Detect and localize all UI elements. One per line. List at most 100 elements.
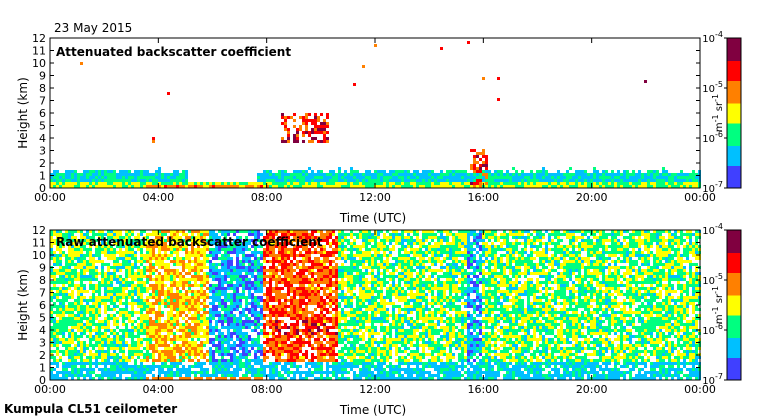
heatmap-cell [686, 179, 689, 182]
heatmap-cell [500, 179, 503, 182]
heatmap-cell [218, 365, 221, 368]
heatmap-cell [302, 302, 305, 305]
colorbar-step [727, 165, 741, 169]
heatmap-cell [179, 329, 182, 332]
heatmap-cell [272, 260, 275, 263]
heatmap-cell [80, 353, 83, 356]
heatmap-cell [275, 173, 278, 176]
heatmap-cell [104, 296, 107, 299]
heatmap-cell [284, 332, 287, 335]
heatmap-cell [50, 356, 53, 359]
heatmap-cell [647, 182, 650, 185]
heatmap-cell [65, 377, 68, 380]
heatmap-cell [227, 326, 230, 329]
heatmap-cell [125, 242, 128, 245]
heatmap-cell [107, 350, 110, 353]
heatmap-cell [86, 305, 89, 308]
heatmap-cell [227, 320, 230, 323]
heatmap-cell [164, 296, 167, 299]
heatmap-cell [308, 299, 311, 302]
heatmap-cell [131, 365, 134, 368]
heatmap-cell [230, 266, 233, 269]
heatmap-cell [77, 248, 80, 251]
heatmap-cell [629, 173, 632, 176]
heatmap-cell [185, 182, 188, 185]
heatmap-cell [161, 290, 164, 293]
heatmap-cell [656, 173, 659, 176]
heatmap-cell [212, 287, 215, 290]
heatmap-cell [221, 365, 224, 368]
heatmap-cell [92, 236, 95, 239]
heatmap-cell [233, 275, 236, 278]
heatmap-cell [422, 179, 425, 182]
heatmap-cell [617, 179, 620, 182]
heatmap-cell [134, 239, 137, 242]
heatmap-cell [197, 314, 200, 317]
colorbar-step [727, 40, 741, 44]
heatmap-cell [209, 332, 212, 335]
heatmap-cell [224, 326, 227, 329]
heatmap-cell [185, 314, 188, 317]
heatmap-cell [50, 368, 53, 371]
heatmap-cell [197, 359, 200, 362]
heatmap-cell [227, 230, 230, 233]
heatmap-cell [101, 284, 104, 287]
heatmap-cell [293, 365, 296, 368]
heatmap-cell [248, 371, 251, 374]
heatmap-cell [287, 179, 290, 182]
heatmap-cell [98, 308, 101, 311]
heatmap-cell [584, 179, 587, 182]
heatmap-cell [503, 185, 506, 188]
heatmap-cell [284, 278, 287, 281]
heatmap-cell [77, 263, 80, 266]
heatmap-cell [173, 248, 176, 251]
heatmap-cell [137, 281, 140, 284]
heatmap-cell [236, 245, 239, 248]
heatmap-cell [50, 314, 53, 317]
heatmap-cell [161, 293, 164, 296]
heatmap-cell [197, 278, 200, 281]
heatmap-cell [152, 350, 155, 353]
heatmap-cell [269, 260, 272, 263]
heatmap-cell [89, 371, 92, 374]
heatmap-cell [608, 176, 611, 179]
heatmap-cell [653, 182, 656, 185]
heatmap-cell [275, 344, 278, 347]
heatmap-cell [182, 233, 185, 236]
heatmap-cell [269, 374, 272, 377]
heatmap-cell [173, 350, 176, 353]
heatmap-cell [116, 242, 119, 245]
heatmap-cell [230, 374, 233, 377]
heatmap-cell [224, 335, 227, 338]
heatmap-cell [167, 323, 170, 326]
heatmap-cell [374, 179, 377, 182]
heatmap-cell [110, 338, 113, 341]
heatmap-cell [347, 173, 350, 176]
heatmap-cell [149, 341, 152, 344]
date-label: 23 May 2015 [54, 21, 132, 35]
heatmap-cell [182, 173, 185, 176]
heatmap-cell [50, 176, 53, 179]
heatmap-cell [107, 356, 110, 359]
heatmap-cell [83, 332, 86, 335]
heatmap-cell [119, 287, 122, 290]
heatmap-cell [236, 326, 239, 329]
heatmap-cell [287, 242, 290, 245]
heatmap-cell [50, 272, 53, 275]
heatmap-cell [254, 362, 257, 365]
heatmap-cell [185, 302, 188, 305]
heatmap-cell [107, 377, 110, 380]
heatmap-cell [206, 230, 209, 233]
heatmap-cell [89, 248, 92, 251]
heatmap-cell [80, 326, 83, 329]
heatmap-cell [614, 185, 617, 188]
heatmap-cell [122, 302, 125, 305]
heatmap-cell [575, 182, 578, 185]
heatmap-cell [602, 170, 605, 173]
heatmap-cell [245, 275, 248, 278]
heatmap-cell [311, 182, 314, 185]
heatmap-cell [74, 374, 77, 377]
heatmap-cell [488, 173, 491, 176]
heatmap-cell [158, 239, 161, 242]
heatmap-cell [296, 128, 299, 131]
